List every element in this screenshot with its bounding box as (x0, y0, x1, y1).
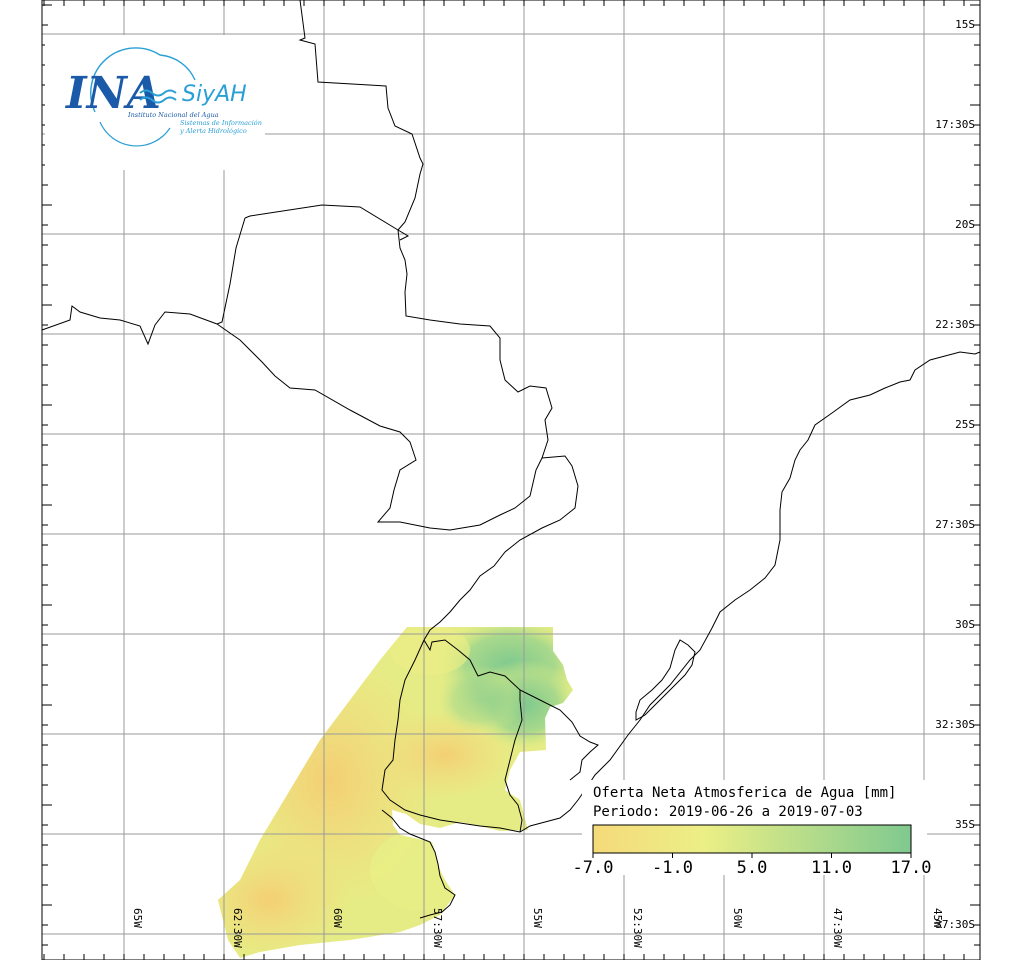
longitude-label: 52:30W (631, 908, 644, 948)
latitude-label: 20S (955, 218, 975, 231)
longitude-label: 50W (731, 908, 744, 928)
wave-icon-2 (139, 96, 177, 104)
latitude-label: 27:30S (935, 518, 975, 531)
legend-tick-label: 5.0 (737, 858, 768, 878)
logo-subtitle-2: y Alerta Hidrológico (179, 127, 247, 135)
legend-period: Periodo: 2019-06-26 a 2019-07-03 (593, 804, 863, 820)
longitude-label: 47:30W (831, 908, 844, 948)
longitude-label: 62:30W (231, 908, 244, 948)
latitude-label: 30S (955, 618, 975, 631)
longitude-label: 45W (931, 908, 944, 928)
latitude-label: 22:30S (935, 318, 975, 331)
longitude-label: 60W (331, 908, 344, 928)
logo-arc-icon (90, 47, 196, 113)
color-bar (592, 824, 912, 854)
legend-title: Oferta Neta Atmosferica de Agua [mm] (593, 785, 896, 801)
logo-system: SiyAH (182, 82, 247, 107)
longitude-label: 55W (531, 908, 544, 928)
legend-tick-label: -7.0 (573, 858, 614, 878)
map-frame (41, 0, 981, 960)
logo-brand: INA (64, 68, 161, 119)
ina-logo: INA SiyAH Instituto Nacional del Agua Si… (45, 35, 265, 170)
longitude-label: 57:30W (431, 908, 444, 948)
logo-subtitle-1: Sistemas de Información (180, 119, 262, 127)
legend-tick-label: -1.0 (652, 858, 693, 878)
political-borders (41, 0, 981, 919)
longitude-labels: 65W 62:30W 60W 57:30W 55W 52:30W 50W 47:30W 45W (131, 908, 944, 948)
legend: Oferta Neta Atmosferica de Agua [mm] Per… (573, 780, 932, 878)
legend-tick-label: 17.0 (891, 858, 932, 878)
wave-icon (139, 89, 177, 97)
legend-tick-label: 11.0 (811, 858, 852, 878)
frame-ticks (42, 0, 980, 960)
legend-ticks: -7.0 -1.0 5.0 11.0 17.0 (573, 853, 932, 878)
latitude-label: 37:30S (935, 918, 975, 931)
logo-arc-lower-icon (99, 121, 171, 147)
data-field (218, 627, 573, 958)
latitude-label: 15S (955, 18, 975, 31)
latitude-label: 32:30S (935, 718, 975, 731)
longitude-label: 65W (131, 908, 144, 928)
latitude-label: 25S (955, 418, 975, 431)
latitude-label: 17:30S (935, 118, 975, 131)
latitude-labels: 15S 17:30S 20S 22:30S 25S 27:30S 30S 32:30S 35S 3… (935, 18, 975, 931)
latitude-label: 35S (955, 818, 975, 831)
logo-institute: Instituto Nacional del Agua (127, 111, 219, 119)
